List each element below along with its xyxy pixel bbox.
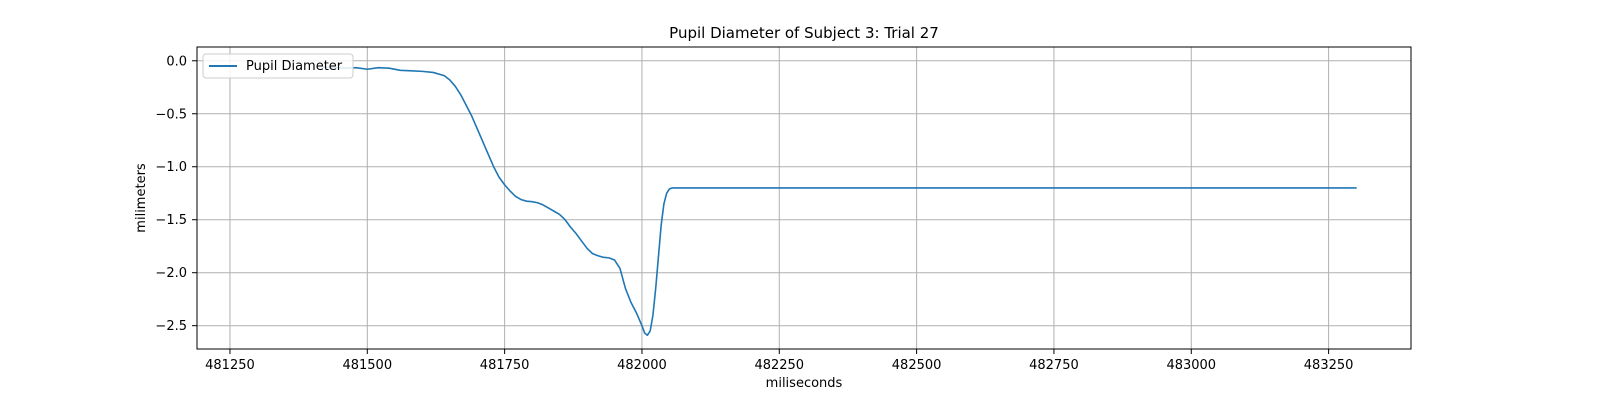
y-tick-label: −1.0 (155, 160, 187, 175)
grid (197, 47, 1411, 349)
x-tick-label: 481750 (480, 358, 530, 373)
plot-frame (196, 46, 1412, 350)
x-tick-label: 482000 (617, 358, 667, 373)
y-axis-title: milimeters (134, 163, 149, 233)
y-axis-ticks: 0.0 −0.5 −1.0 −1.5 −2.0 −2.5 (155, 54, 197, 334)
x-tick-label: 481500 (342, 358, 392, 373)
x-axis-title: miliseconds (766, 376, 843, 391)
legend-entry-label: Pupil Diameter (246, 59, 343, 74)
y-tick-label: −0.5 (155, 107, 187, 122)
x-axis-ticks: 481250 481500 481750 482000 482250 482500 4827… (205, 349, 1353, 373)
x-tick-label: 482250 (754, 358, 804, 373)
series-layer (322, 66, 1357, 337)
legend: Pupil Diameter (202, 53, 354, 79)
x-tick-label: 481250 (205, 358, 255, 373)
series-line-pupil-diameter (322, 66, 1357, 337)
chart-title: Pupil Diameter of Subject 3: Trial 27 (669, 24, 939, 42)
legend-box (202, 53, 354, 79)
x-tick-label: 482750 (1029, 358, 1079, 373)
y-tick-label: 0.0 (166, 54, 187, 69)
y-tick-label: −2.5 (155, 319, 187, 334)
x-tick-label: 482500 (892, 358, 942, 373)
x-tick-label: 483250 (1304, 358, 1354, 373)
x-tick-label: 483000 (1166, 358, 1216, 373)
y-tick-label: −2.0 (155, 266, 187, 281)
y-tick-label: −1.5 (155, 213, 187, 228)
